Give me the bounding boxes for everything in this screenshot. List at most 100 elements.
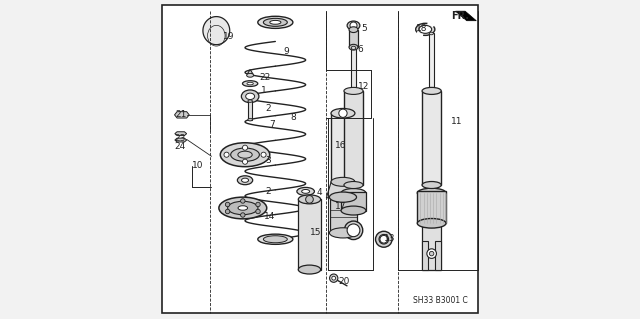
- Bar: [248, 101, 252, 120]
- Circle shape: [306, 196, 314, 203]
- Ellipse shape: [417, 188, 446, 198]
- Polygon shape: [175, 138, 187, 142]
- Circle shape: [243, 159, 248, 164]
- Ellipse shape: [429, 32, 433, 35]
- Polygon shape: [175, 132, 187, 136]
- Circle shape: [339, 109, 347, 117]
- Text: 14: 14: [264, 212, 276, 221]
- Bar: [422, 241, 428, 270]
- Ellipse shape: [258, 16, 293, 28]
- Ellipse shape: [246, 73, 253, 77]
- Bar: [331, 113, 355, 182]
- Ellipse shape: [264, 18, 287, 26]
- Ellipse shape: [419, 26, 431, 33]
- Circle shape: [256, 202, 260, 207]
- Ellipse shape: [351, 46, 356, 49]
- Circle shape: [350, 22, 357, 29]
- Text: 22: 22: [259, 73, 271, 82]
- Text: 4: 4: [317, 188, 323, 197]
- Ellipse shape: [248, 118, 252, 121]
- Bar: [351, 48, 356, 89]
- Ellipse shape: [269, 20, 281, 24]
- Text: 20: 20: [339, 277, 350, 286]
- Text: 5: 5: [362, 24, 367, 33]
- Text: 7: 7: [269, 120, 275, 129]
- Polygon shape: [175, 112, 189, 118]
- Text: 17: 17: [335, 202, 347, 211]
- Ellipse shape: [241, 90, 259, 103]
- Text: 13: 13: [384, 234, 396, 243]
- Circle shape: [332, 276, 335, 280]
- Bar: [417, 191, 446, 223]
- Ellipse shape: [243, 81, 258, 86]
- Text: 1: 1: [261, 86, 267, 95]
- Ellipse shape: [422, 87, 441, 94]
- Bar: [422, 91, 441, 185]
- Ellipse shape: [238, 206, 248, 210]
- Text: 18: 18: [416, 24, 428, 33]
- Ellipse shape: [248, 100, 252, 102]
- Polygon shape: [203, 17, 230, 45]
- Circle shape: [256, 209, 260, 214]
- Text: 6: 6: [358, 45, 364, 54]
- Ellipse shape: [298, 195, 321, 204]
- Bar: [341, 192, 366, 211]
- Text: 3: 3: [266, 156, 271, 165]
- Text: 23: 23: [175, 134, 186, 143]
- Ellipse shape: [341, 206, 366, 215]
- Text: 11: 11: [451, 117, 462, 126]
- Circle shape: [241, 199, 245, 203]
- Circle shape: [427, 249, 436, 258]
- Polygon shape: [456, 11, 476, 21]
- Ellipse shape: [219, 197, 267, 219]
- Ellipse shape: [247, 82, 253, 85]
- Text: SH33 B3001 C: SH33 B3001 C: [413, 296, 467, 305]
- Polygon shape: [247, 70, 253, 74]
- Ellipse shape: [301, 189, 310, 193]
- Ellipse shape: [416, 23, 435, 35]
- Ellipse shape: [331, 177, 355, 186]
- Circle shape: [330, 274, 338, 282]
- Circle shape: [347, 224, 360, 237]
- Ellipse shape: [344, 87, 363, 94]
- Ellipse shape: [417, 219, 446, 228]
- Ellipse shape: [241, 178, 248, 182]
- Bar: [344, 91, 363, 185]
- Ellipse shape: [258, 234, 293, 244]
- Ellipse shape: [330, 192, 356, 202]
- Polygon shape: [326, 182, 360, 198]
- Text: 12: 12: [358, 82, 369, 91]
- Circle shape: [380, 235, 388, 243]
- Ellipse shape: [379, 234, 388, 244]
- Bar: [298, 199, 321, 270]
- Ellipse shape: [230, 148, 259, 161]
- Circle shape: [225, 202, 230, 207]
- Ellipse shape: [376, 231, 392, 247]
- Bar: [330, 197, 356, 233]
- Ellipse shape: [349, 27, 358, 33]
- Ellipse shape: [238, 151, 252, 158]
- Text: 24: 24: [175, 142, 186, 151]
- Circle shape: [243, 145, 248, 150]
- Text: 19: 19: [223, 32, 234, 41]
- Ellipse shape: [246, 93, 255, 100]
- Text: 8: 8: [291, 113, 296, 122]
- Bar: [429, 33, 433, 89]
- Ellipse shape: [220, 143, 269, 167]
- Circle shape: [225, 209, 230, 214]
- Bar: [349, 30, 358, 47]
- Ellipse shape: [298, 265, 321, 274]
- Ellipse shape: [341, 189, 366, 197]
- Text: FR.: FR.: [451, 11, 468, 21]
- Ellipse shape: [264, 236, 287, 243]
- Ellipse shape: [344, 182, 363, 189]
- Ellipse shape: [330, 228, 356, 238]
- Ellipse shape: [344, 221, 363, 240]
- Circle shape: [224, 152, 229, 157]
- Circle shape: [261, 152, 266, 157]
- Text: 15: 15: [310, 228, 321, 237]
- Ellipse shape: [331, 108, 355, 118]
- Ellipse shape: [349, 44, 358, 50]
- Text: 9: 9: [284, 47, 289, 56]
- Text: 2: 2: [266, 187, 271, 196]
